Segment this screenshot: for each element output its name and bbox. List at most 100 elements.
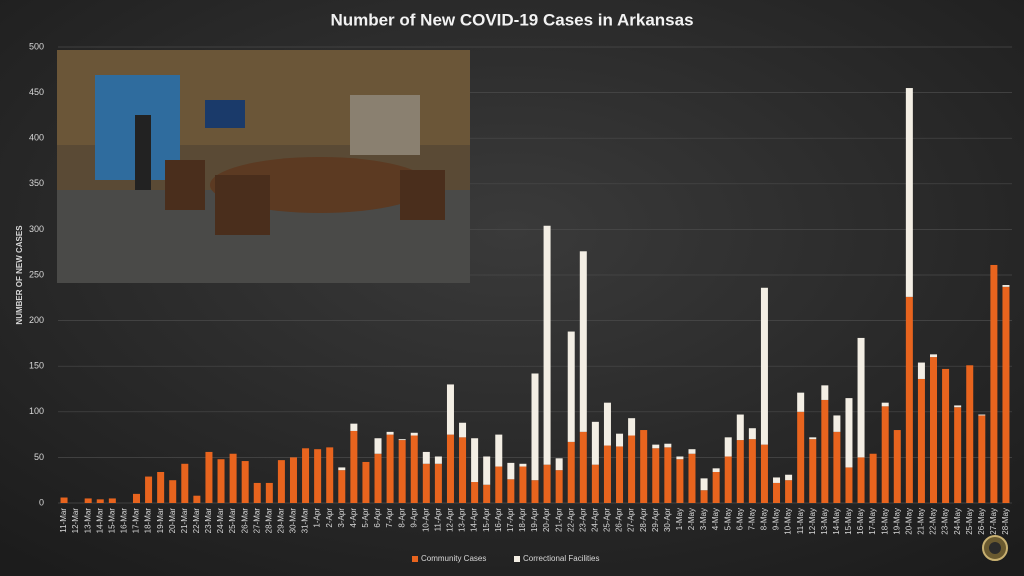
x-tick-label: 8-May — [760, 508, 769, 530]
bar-segment — [265, 482, 273, 503]
bar-segment — [603, 445, 611, 503]
x-tick-label: 25-Mar — [228, 508, 237, 534]
x-tick-label: 6-Apr — [373, 508, 382, 528]
x-tick-label: 2-Apr — [325, 508, 334, 528]
bar-segment — [60, 497, 68, 503]
bar-segment — [531, 480, 539, 503]
bar-segment — [169, 480, 177, 503]
x-tick-label: 23-May — [941, 508, 950, 535]
bar-segment — [205, 451, 213, 503]
y-tick-label: 300 — [29, 224, 44, 234]
bar-segment — [579, 431, 587, 503]
x-tick-label: 12-May — [808, 508, 817, 535]
x-tick-label: 24-Apr — [590, 508, 599, 532]
y-tick-label: 450 — [29, 87, 44, 97]
y-tick-label: 50 — [34, 452, 44, 462]
bar-segment — [314, 449, 322, 503]
bar-segment — [712, 468, 720, 472]
bar-segment — [543, 464, 551, 503]
bar-segment — [543, 225, 551, 465]
y-axis-label: NUMBER OF NEW CASES — [15, 225, 24, 325]
x-tick-label: 22-May — [929, 508, 938, 535]
x-tick-label: 13-Mar — [83, 508, 92, 534]
bar-segment — [459, 422, 467, 438]
bar-segment — [628, 418, 636, 436]
x-tick-label: 7-Apr — [385, 508, 394, 528]
x-tick-label: 11-May — [796, 508, 805, 534]
x-tick-label: 18-Mar — [144, 508, 153, 534]
bar-segment — [748, 439, 756, 503]
bar-segment — [857, 337, 865, 458]
x-tick-label: 7-May — [747, 508, 756, 530]
y-tick-label: 150 — [29, 361, 44, 371]
bar-segment — [338, 470, 346, 503]
x-tick-label: 20-Mar — [168, 508, 177, 534]
bar-segment — [145, 476, 153, 503]
bar-segment — [881, 402, 889, 407]
bar-segment — [567, 331, 575, 442]
bar-segment — [616, 446, 624, 503]
bar-segment — [495, 466, 503, 503]
x-tick-label: 3-May — [699, 508, 708, 530]
bar-segment — [579, 251, 587, 432]
x-tick-label: 21-Mar — [180, 508, 189, 534]
bar-segment — [410, 432, 418, 436]
x-tick-label: 26-May — [977, 508, 986, 535]
x-tick-label: 26-Apr — [615, 508, 624, 532]
x-tick-label: 24-May — [953, 508, 962, 535]
x-tick-label: 10-May — [784, 508, 793, 535]
bar-segment — [567, 441, 575, 503]
x-tick-label: 15-Apr — [482, 508, 491, 532]
bar-segment — [616, 433, 624, 447]
bar-segment — [398, 439, 406, 441]
x-tick-label: 3-Apr — [337, 508, 346, 528]
bar-segment — [700, 490, 708, 503]
bar-segment — [446, 434, 454, 503]
legend-swatch — [514, 556, 520, 562]
bar-segment — [785, 480, 793, 503]
bar-segment — [760, 444, 768, 503]
bar-segment — [905, 296, 913, 503]
bar-segment — [905, 88, 913, 297]
bar-segment — [422, 451, 430, 464]
x-tick-label: 28-Mar — [264, 508, 273, 534]
x-tick-label: 25-May — [965, 508, 974, 535]
bar-segment — [954, 407, 962, 503]
y-tick-label: 200 — [29, 315, 44, 325]
bar-segment — [821, 399, 829, 503]
bar-segment — [1002, 286, 1010, 503]
x-tick-label: 16-Mar — [120, 508, 129, 534]
bar-segment — [374, 453, 382, 503]
bar-segment — [471, 438, 479, 483]
bar-segment — [362, 461, 370, 503]
bar-segment — [736, 414, 744, 441]
bar-segment — [978, 414, 986, 416]
bar-segment — [531, 373, 539, 481]
y-tick-label: 100 — [29, 406, 44, 416]
bar-segment — [446, 384, 454, 435]
bar-segment — [676, 456, 684, 460]
bar-segment — [748, 428, 756, 440]
bar-segment — [688, 453, 696, 503]
bar-segment — [724, 437, 732, 457]
y-tick-label: 400 — [29, 133, 44, 143]
bar-segment — [893, 430, 901, 503]
bar-segment — [471, 482, 479, 503]
x-tick-label: 31-Mar — [301, 508, 310, 534]
bar-segment — [724, 456, 732, 503]
x-tick-label: 29-Mar — [277, 508, 286, 534]
bar-segment — [652, 444, 660, 449]
legend-label: Correctional Facilities — [523, 554, 599, 563]
bar-segment — [736, 440, 744, 503]
x-tick-label: 15-Mar — [107, 508, 116, 534]
bar-segment — [773, 482, 781, 503]
bar-segment — [422, 463, 430, 503]
bar-segment — [241, 461, 249, 503]
y-tick-label: 350 — [29, 178, 44, 188]
bar-segment — [410, 435, 418, 503]
x-tick-label: 21-May — [917, 508, 926, 535]
x-tick-label: 14-Mar — [95, 508, 104, 534]
bar-segment — [386, 431, 394, 435]
bar-segment — [845, 398, 853, 468]
bar-segment — [132, 493, 140, 503]
